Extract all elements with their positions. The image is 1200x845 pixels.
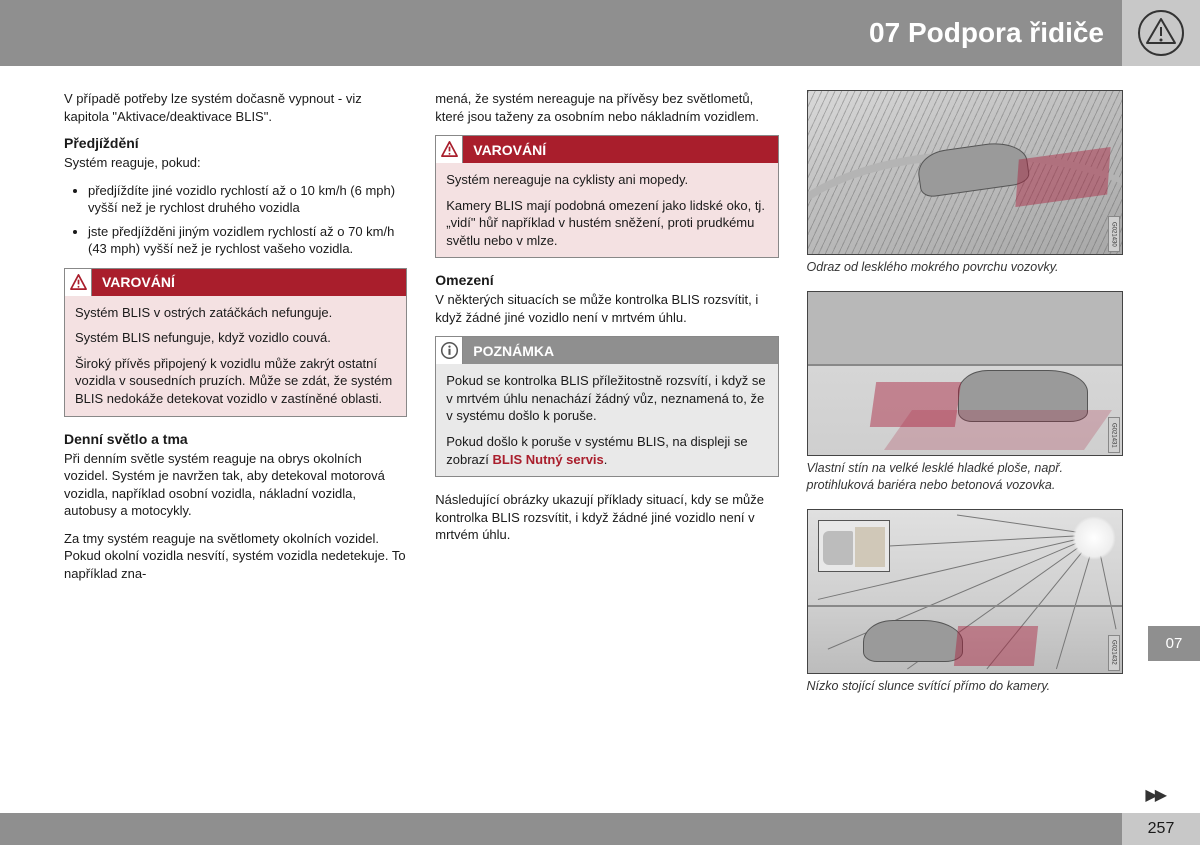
note-icon: [436, 337, 463, 364]
figure-image: G021432: [807, 509, 1123, 674]
warning-triangle-circle-icon: [1137, 9, 1185, 57]
warning-text: Systém BLIS v ostrých zatáčkách nefunguj…: [75, 304, 396, 322]
warning-text: Široký přívěs připojený k vozidlu může z…: [75, 355, 396, 408]
figure-caption: Odraz od lesklého mokrého povrchu vozovk…: [807, 259, 1124, 275]
figure-caption: Nízko stojící slunce svítící přímo do ka…: [807, 678, 1124, 694]
warning-title: VAROVÁNÍ: [463, 136, 777, 163]
heading-limitations: Omezení: [435, 272, 778, 288]
warning-text: Systém nereaguje na cyklisty ani mopedy.: [446, 171, 767, 189]
warning-callout: VAROVÁNÍ Systém BLIS v ostrých zatáčkách…: [64, 268, 407, 417]
footer-bar: [0, 813, 1200, 845]
note-title: POZNÁMKA: [463, 337, 777, 364]
heading-daylight: Denní světlo a tma: [64, 431, 407, 447]
overtake-lead: Systém reaguje, pokud:: [64, 154, 407, 172]
figure-shadow: G021431 Vlastní stín na velké lesklé hla…: [807, 291, 1124, 493]
figure-wet-road: G021430 Odraz od lesklého mokrého povrch…: [807, 90, 1124, 275]
note-text: Pokud se kontrolka BLIS příležitostně ro…: [446, 372, 767, 425]
chapter-title: 07 Podpora řidiče: [869, 17, 1104, 49]
chapter-side-tab: 07: [1148, 626, 1200, 661]
note-text: Pokud došlo k poruše v systému BLIS, na …: [446, 433, 767, 468]
warning-text: Systém BLIS nefunguje, když vozidlo couv…: [75, 329, 396, 347]
page-content: V případě potřeby lze systém dočasně vyp…: [64, 90, 1124, 710]
warning-title: VAROVÁNÍ: [92, 269, 406, 296]
heading-overtaking: Předjíždění: [64, 135, 407, 151]
list-item: předjíždíte jiné vozidlo rychlostí až o …: [88, 182, 407, 217]
column-1: V případě potřeby lze systém dočasně vyp…: [64, 90, 407, 710]
figure-caption: Vlastní stín na velké lesklé hladké ploš…: [807, 460, 1124, 493]
daylight-paragraph: Při denním světle systém reaguje na obry…: [64, 450, 407, 520]
column-3: G021430 Odraz od lesklého mokrého povrch…: [807, 90, 1124, 710]
warning-icon: [65, 269, 92, 296]
figures-intro-paragraph: Následující obrázky ukazují příklady sit…: [435, 491, 778, 544]
note-callout: POZNÁMKA Pokud se kontrolka BLIS příleži…: [435, 336, 778, 477]
figure-code: G021430: [1108, 216, 1120, 252]
limitations-paragraph: V některých situacích se může kontrolka …: [435, 291, 778, 326]
warning-text: Kamery BLIS mají podobná omezení jako li…: [446, 197, 767, 250]
figure-image: G021431: [807, 291, 1123, 456]
header-warning-icon-box: [1122, 0, 1200, 66]
daylight-paragraph: Za tmy systém reaguje na světlomety okol…: [64, 530, 407, 583]
continue-arrows-icon: ▶▶: [1145, 785, 1164, 805]
chapter-header: 07 Podpora řidiče: [0, 0, 1200, 66]
figure-image: G021430: [807, 90, 1123, 255]
intro-paragraph: V případě potřeby lze systém dočasně vyp…: [64, 90, 407, 125]
figure-code: G021431: [1108, 417, 1120, 453]
column-2: mená, že systém nereaguje na přívěsy bez…: [435, 90, 778, 710]
page-number: 257: [1122, 813, 1200, 845]
warning-callout: VAROVÁNÍ Systém nereaguje na cyklisty an…: [435, 135, 778, 258]
continuation-paragraph: mená, že systém nereaguje na přívěsy bez…: [435, 90, 778, 125]
figure-code: G021432: [1108, 635, 1120, 671]
warning-icon: [436, 136, 463, 163]
highlight-text: BLIS Nutný servis: [493, 452, 604, 467]
list-item: jste předjížděni jiným vozidlem rychlost…: [88, 223, 407, 258]
overtake-list: předjíždíte jiné vozidlo rychlostí až o …: [64, 182, 407, 258]
figure-low-sun: G021432 Nízko stojící slunce svítící pří…: [807, 509, 1124, 694]
